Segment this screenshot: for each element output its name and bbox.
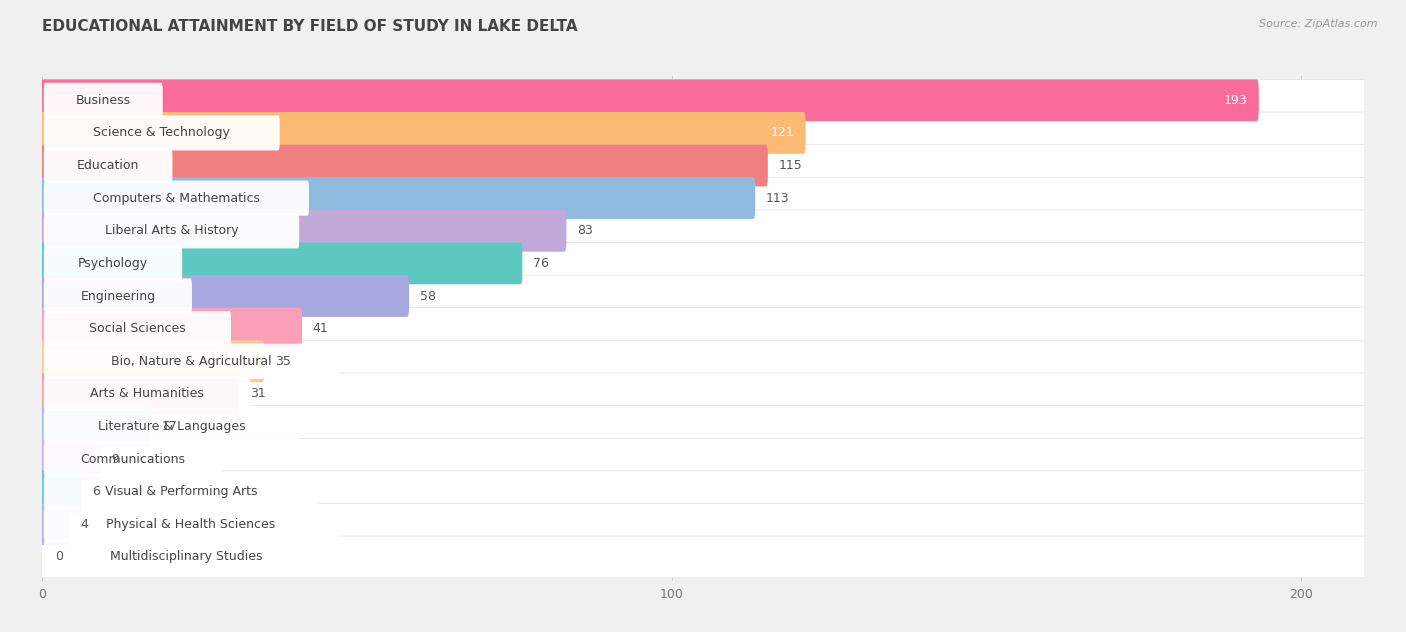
- FancyBboxPatch shape: [41, 373, 1365, 415]
- FancyBboxPatch shape: [41, 145, 768, 186]
- Text: 41: 41: [312, 322, 329, 335]
- Text: Engineering: Engineering: [80, 289, 156, 303]
- Text: Liberal Arts & History: Liberal Arts & History: [104, 224, 239, 237]
- Text: 4: 4: [80, 518, 87, 531]
- Text: 17: 17: [162, 420, 177, 433]
- Text: Science & Technology: Science & Technology: [93, 126, 231, 140]
- FancyBboxPatch shape: [41, 145, 1365, 186]
- Text: EDUCATIONAL ATTAINMENT BY FIELD OF STUDY IN LAKE DELTA: EDUCATIONAL ATTAINMENT BY FIELD OF STUDY…: [42, 19, 578, 34]
- FancyBboxPatch shape: [41, 438, 1365, 480]
- Text: Education: Education: [77, 159, 139, 172]
- FancyBboxPatch shape: [41, 341, 264, 382]
- FancyBboxPatch shape: [44, 83, 163, 118]
- Text: Literature & Languages: Literature & Languages: [97, 420, 245, 433]
- FancyBboxPatch shape: [41, 112, 806, 154]
- Text: Social Sciences: Social Sciences: [89, 322, 186, 335]
- FancyBboxPatch shape: [44, 148, 173, 183]
- Text: 121: 121: [770, 126, 794, 140]
- Text: Bio, Nature & Agricultural: Bio, Nature & Agricultural: [111, 355, 271, 368]
- Text: 115: 115: [779, 159, 803, 172]
- FancyBboxPatch shape: [44, 507, 339, 542]
- Text: Visual & Performing Arts: Visual & Performing Arts: [105, 485, 257, 498]
- FancyBboxPatch shape: [41, 308, 1365, 349]
- FancyBboxPatch shape: [41, 406, 1365, 447]
- FancyBboxPatch shape: [41, 178, 755, 219]
- Text: 83: 83: [576, 224, 593, 237]
- Text: 76: 76: [533, 257, 548, 270]
- FancyBboxPatch shape: [41, 243, 1365, 284]
- FancyBboxPatch shape: [41, 504, 69, 545]
- FancyBboxPatch shape: [41, 536, 1365, 578]
- FancyBboxPatch shape: [41, 112, 1365, 154]
- Text: 6: 6: [93, 485, 100, 498]
- FancyBboxPatch shape: [44, 246, 183, 281]
- Text: 113: 113: [766, 191, 790, 205]
- FancyBboxPatch shape: [41, 178, 1365, 219]
- FancyBboxPatch shape: [41, 341, 1365, 382]
- Text: 193: 193: [1223, 94, 1247, 107]
- Text: Business: Business: [76, 94, 131, 107]
- FancyBboxPatch shape: [41, 471, 82, 513]
- FancyBboxPatch shape: [44, 539, 329, 574]
- Text: Communications: Communications: [80, 453, 186, 466]
- Text: Multidisciplinary Studies: Multidisciplinary Studies: [110, 550, 263, 564]
- FancyBboxPatch shape: [41, 406, 150, 447]
- FancyBboxPatch shape: [41, 471, 1365, 513]
- FancyBboxPatch shape: [41, 80, 1258, 121]
- FancyBboxPatch shape: [41, 438, 101, 480]
- FancyBboxPatch shape: [41, 80, 1365, 121]
- FancyBboxPatch shape: [41, 243, 523, 284]
- Text: 35: 35: [276, 355, 291, 368]
- Text: 9: 9: [111, 453, 120, 466]
- FancyBboxPatch shape: [44, 376, 250, 411]
- FancyBboxPatch shape: [44, 344, 339, 379]
- Text: 0: 0: [55, 550, 63, 564]
- FancyBboxPatch shape: [44, 409, 299, 444]
- Text: 31: 31: [250, 387, 266, 401]
- Text: Source: ZipAtlas.com: Source: ZipAtlas.com: [1260, 19, 1378, 29]
- FancyBboxPatch shape: [41, 373, 239, 415]
- FancyBboxPatch shape: [44, 279, 193, 313]
- FancyBboxPatch shape: [41, 275, 1365, 317]
- FancyBboxPatch shape: [44, 474, 319, 509]
- FancyBboxPatch shape: [44, 116, 280, 150]
- FancyBboxPatch shape: [44, 181, 309, 216]
- FancyBboxPatch shape: [44, 442, 221, 477]
- FancyBboxPatch shape: [41, 504, 1365, 545]
- Text: Arts & Humanities: Arts & Humanities: [90, 387, 204, 401]
- FancyBboxPatch shape: [44, 311, 231, 346]
- Text: 58: 58: [420, 289, 436, 303]
- FancyBboxPatch shape: [41, 275, 409, 317]
- FancyBboxPatch shape: [41, 210, 1365, 252]
- Text: Computers & Mathematics: Computers & Mathematics: [93, 191, 260, 205]
- FancyBboxPatch shape: [44, 213, 299, 248]
- FancyBboxPatch shape: [41, 210, 567, 252]
- FancyBboxPatch shape: [41, 308, 302, 349]
- Text: Physical & Health Sciences: Physical & Health Sciences: [107, 518, 276, 531]
- Text: Psychology: Psychology: [77, 257, 148, 270]
